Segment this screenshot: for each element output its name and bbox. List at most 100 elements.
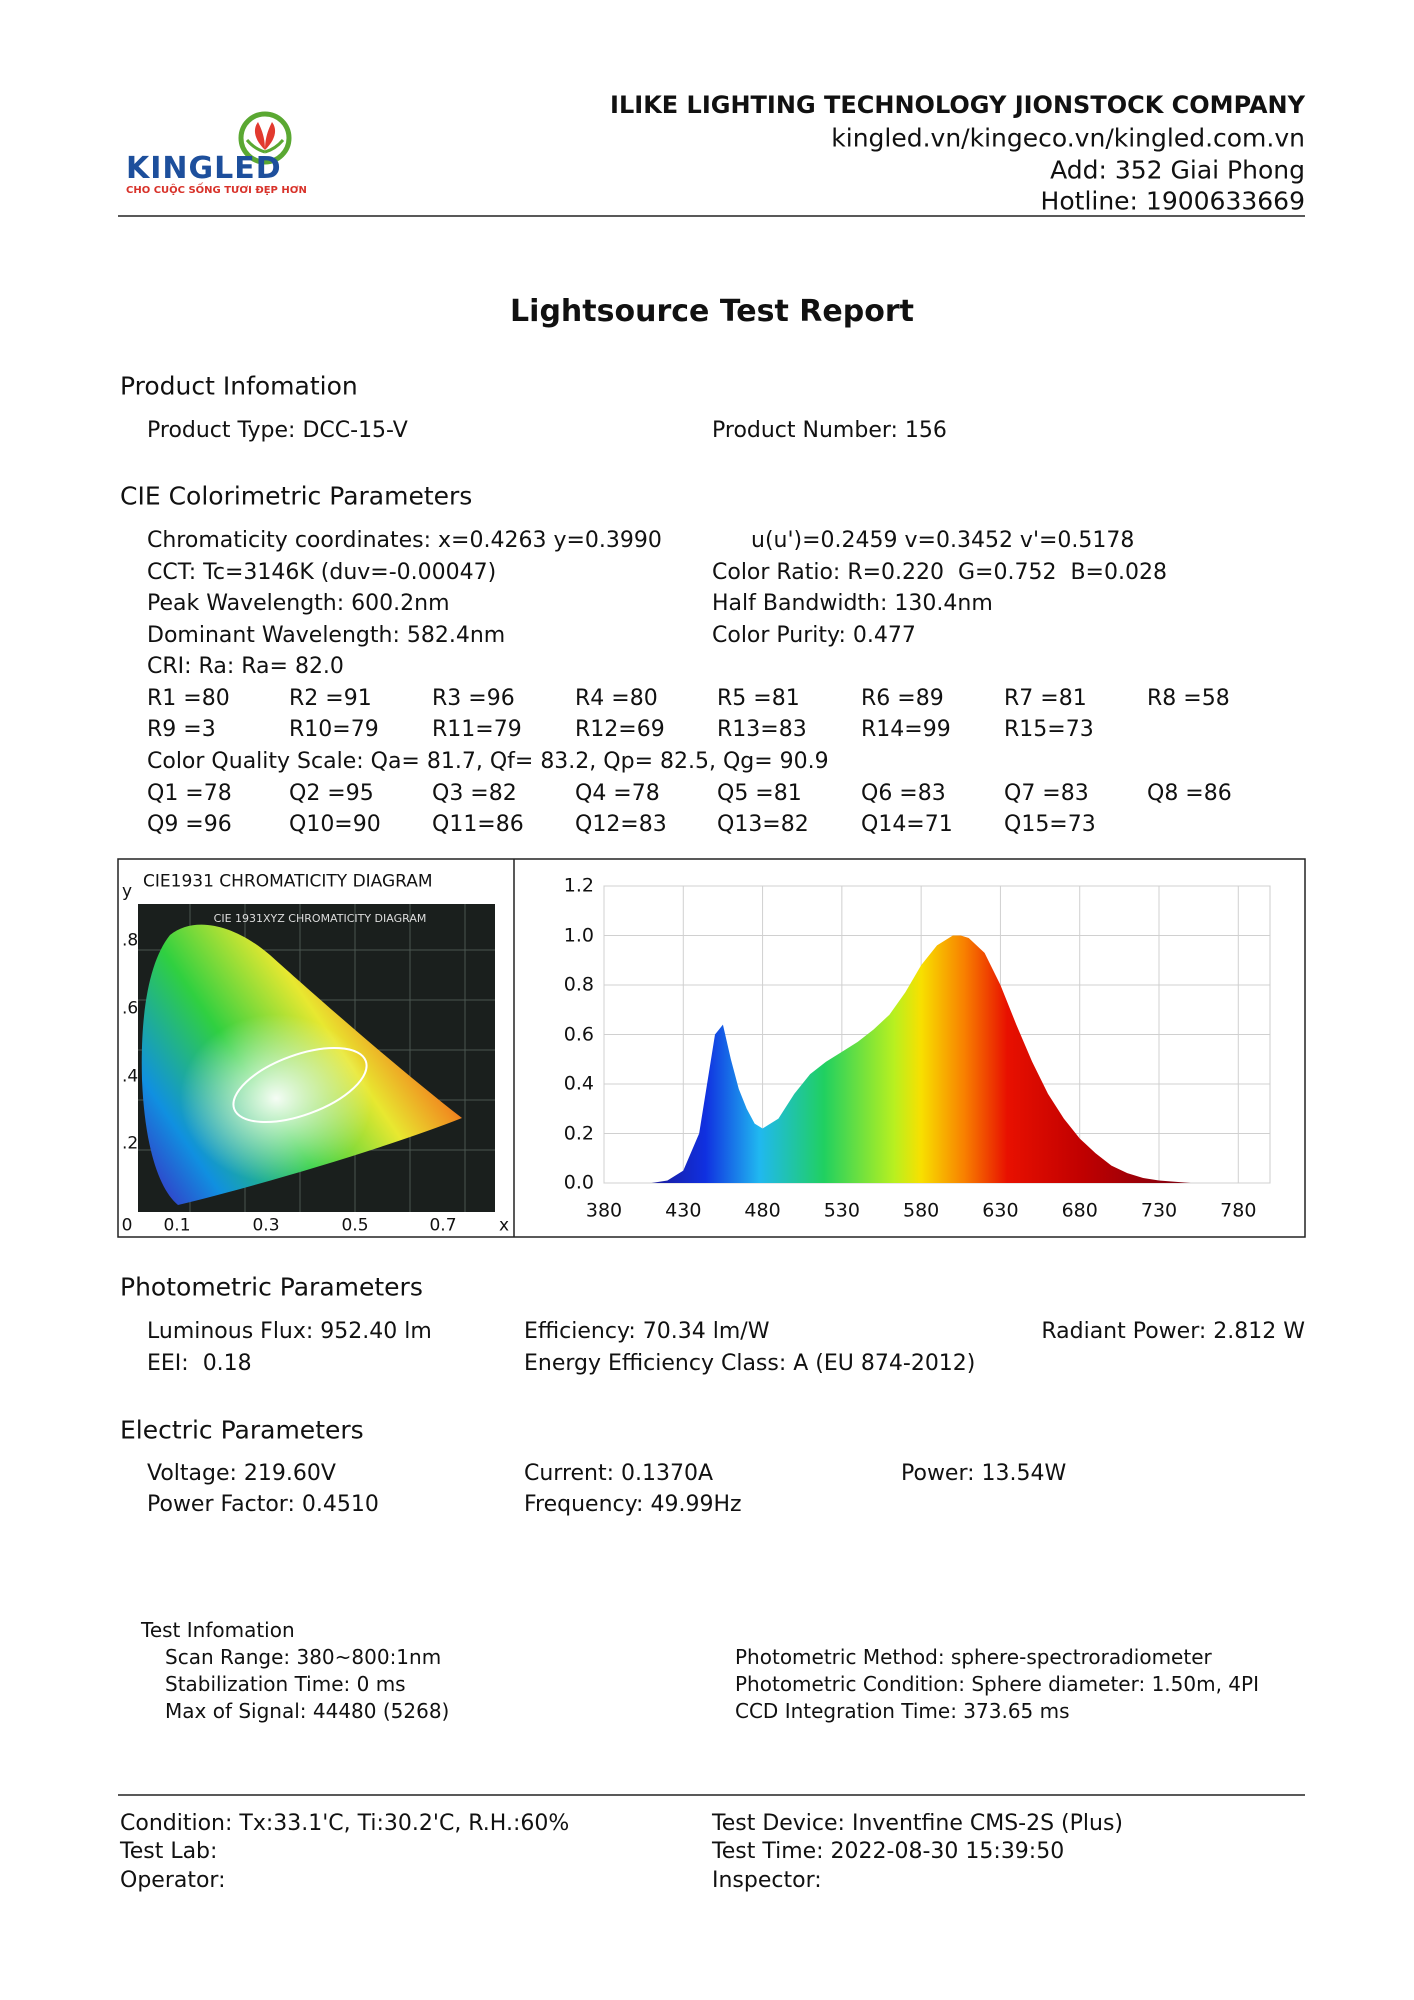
product-type: Product Type: DCC-15-V — [147, 418, 408, 443]
y-tick-label: 0.2 — [563, 1122, 594, 1144]
section-heading: Electric Parameters — [120, 1415, 364, 1445]
axis-label: y — [122, 881, 133, 902]
x-tick-label: 480 — [744, 1199, 781, 1222]
x-tick-label: 0 — [121, 1215, 133, 1236]
logo — [238, 111, 292, 165]
electric-param: Current: 0.1370A — [524, 1461, 714, 1486]
photometric-param: Energy Efficiency Class: A (EU 874-2012) — [524, 1351, 976, 1376]
cri-value: R10=79 — [289, 717, 379, 742]
cri-value: R4 =80 — [575, 686, 658, 711]
company-name: ILIKE LIGHTING TECHNOLOGY JIONSTOCK COMP… — [610, 91, 1305, 119]
cri-value: R15=73 — [1004, 717, 1094, 742]
test-info: Photometric Method: sphere-spectroradiom… — [735, 1645, 1212, 1669]
logo-text: KINGLED — [126, 151, 282, 186]
cqs-value: Q9 =96 — [147, 812, 232, 837]
cri-value: R1 =80 — [147, 686, 230, 711]
y-tick-label: .2 — [122, 1133, 139, 1154]
cqs-value: Q14=71 — [861, 812, 953, 837]
y-tick-label: 0.4 — [563, 1072, 594, 1095]
x-tick-label: 0.3 — [252, 1215, 280, 1236]
cqs-value: Q15=73 — [1004, 812, 1096, 837]
cie-param: Half Bandwidth: 130.4nm — [712, 591, 993, 616]
electric-param: Voltage: 219.60V — [147, 1461, 336, 1486]
cri-value: R13=83 — [717, 717, 807, 742]
website: kingled.vn/kingeco.vn/kingled.com.vn — [831, 123, 1305, 153]
spectrum-area — [651, 935, 1191, 1183]
cqs-value: Q6 =83 — [861, 781, 946, 806]
chart-box — [117, 858, 1306, 1238]
footer-field: Operator: — [120, 1868, 226, 1893]
footer-field: Test Lab: — [120, 1839, 218, 1864]
cie-param: Peak Wavelength: 600.2nm — [147, 591, 450, 616]
cqs-value: Q13=82 — [717, 812, 809, 837]
test-info: Scan Range: 380~800:1nm — [165, 1645, 442, 1669]
cri-value: R3 =96 — [432, 686, 515, 711]
footer-field: Test Device: Inventfine CMS-2S (Plus) — [712, 1811, 1123, 1836]
cie-image — [138, 904, 495, 1212]
x-tick-label: 0.7 — [429, 1215, 457, 1236]
test-info: Photometric Condition: Sphere diameter: … — [735, 1672, 1259, 1696]
diagram-inner-title: CIE 1931XYZ CHROMATICITY DIAGRAM — [214, 912, 427, 925]
photometric-param: Luminous Flux: 952.40 lm — [147, 1319, 432, 1344]
y-tick-label: .8 — [122, 930, 139, 951]
photometric-param: Efficiency: 70.34 lm/W — [524, 1319, 770, 1344]
footer-field: Inspector: — [712, 1868, 822, 1893]
x-tick-label: 580 — [903, 1199, 940, 1222]
x-tick-label: 730 — [1140, 1199, 1178, 1222]
section-heading: CIE Colorimetric Parameters — [120, 481, 473, 511]
cqs-value: Q2 =95 — [289, 781, 374, 806]
y-tick-label: 1.2 — [563, 874, 594, 897]
hotline: Hotline: 1900633669 — [1040, 186, 1305, 216]
y-tick-label: .4 — [122, 1066, 139, 1087]
test-info: Stabilization Time: 0 ms — [165, 1672, 406, 1696]
diagram-title: CIE1931 CHROMATICITY DIAGRAM — [143, 871, 433, 892]
test-info: CCD Integration Time: 373.65 ms — [735, 1699, 1070, 1723]
cqs-value: Q10=90 — [289, 812, 381, 837]
x-tick-label: 680 — [1061, 1199, 1098, 1222]
cqs-value: Q3 =82 — [432, 781, 517, 806]
address: Add: 352 Giai Phong — [1050, 155, 1305, 185]
cie-param: Color Ratio: R=0.220 G=0.752 B=0.028 — [712, 560, 1167, 585]
cie-param: u(u')=0.2459 v=0.3452 v'=0.5178 — [751, 528, 1135, 553]
x-tick-label: 380 — [585, 1199, 623, 1222]
cie-param: Color Purity: 0.477 — [712, 623, 916, 648]
cri-value: R14=99 — [861, 717, 951, 742]
photometric-param: EEI: 0.18 — [147, 1351, 252, 1376]
footer-field: Condition: Tx:33.1'C, Ti:30.2'C, R.H.:60… — [120, 1811, 570, 1836]
report-title: Lightsource Test Report — [510, 294, 914, 329]
cie-param: CCT: Tc=3146K (duv=-0.00047) — [147, 560, 497, 585]
photometric-param: Radiant Power: 2.812 W — [1041, 1319, 1305, 1344]
cie-param: Chromaticity coordinates: x=0.4263 y=0.3… — [147, 528, 662, 553]
section-heading: Product Infomation — [120, 371, 358, 401]
cqs-value: Q7 =83 — [1004, 781, 1089, 806]
x-tick-label: 780 — [1220, 1199, 1257, 1222]
x-tick-label: 0.5 — [341, 1215, 369, 1236]
cri-value: R12=69 — [575, 717, 665, 742]
cie-param: CRI: Ra: Ra= 82.0 — [147, 654, 344, 679]
y-tick-label: 0.8 — [563, 973, 594, 996]
electric-param: Power: 13.54W — [901, 1461, 1067, 1486]
cri-value: R5 =81 — [717, 686, 800, 711]
x-tick-label: 430 — [665, 1199, 702, 1222]
test-info: Max of Signal: 44480 (5268) — [165, 1699, 450, 1723]
y-tick-label: .6 — [122, 998, 139, 1019]
x-tick-label: 530 — [823, 1199, 860, 1222]
cri-value: R9 =3 — [147, 717, 216, 742]
footer-field: Test Time: 2022-08-30 15:39:50 — [712, 1839, 1065, 1864]
cqs-value: Q8 =86 — [1147, 781, 1232, 806]
cqs-value: Q11=86 — [432, 812, 524, 837]
cie-param: Dominant Wavelength: 582.4nm — [147, 623, 506, 648]
cri-value: R8 =58 — [1147, 686, 1230, 711]
cri-value: R2 =91 — [289, 686, 372, 711]
axis-label: x — [498, 1215, 510, 1236]
logo-slogan: CHO CUỘC SỐNG TƯƠI ĐẸP HƠN — [126, 185, 307, 196]
y-tick-label: 0.6 — [563, 1023, 594, 1045]
x-tick-label: 0.1 — [163, 1215, 191, 1236]
cqs: Color Quality Scale: Qa= 81.7, Qf= 83.2,… — [147, 749, 829, 774]
cqs-value: Q1 =78 — [147, 781, 232, 806]
cqs-value: Q5 =81 — [717, 781, 802, 806]
product-number: Product Number: 156 — [712, 418, 947, 443]
cri-value: R7 =81 — [1004, 686, 1087, 711]
